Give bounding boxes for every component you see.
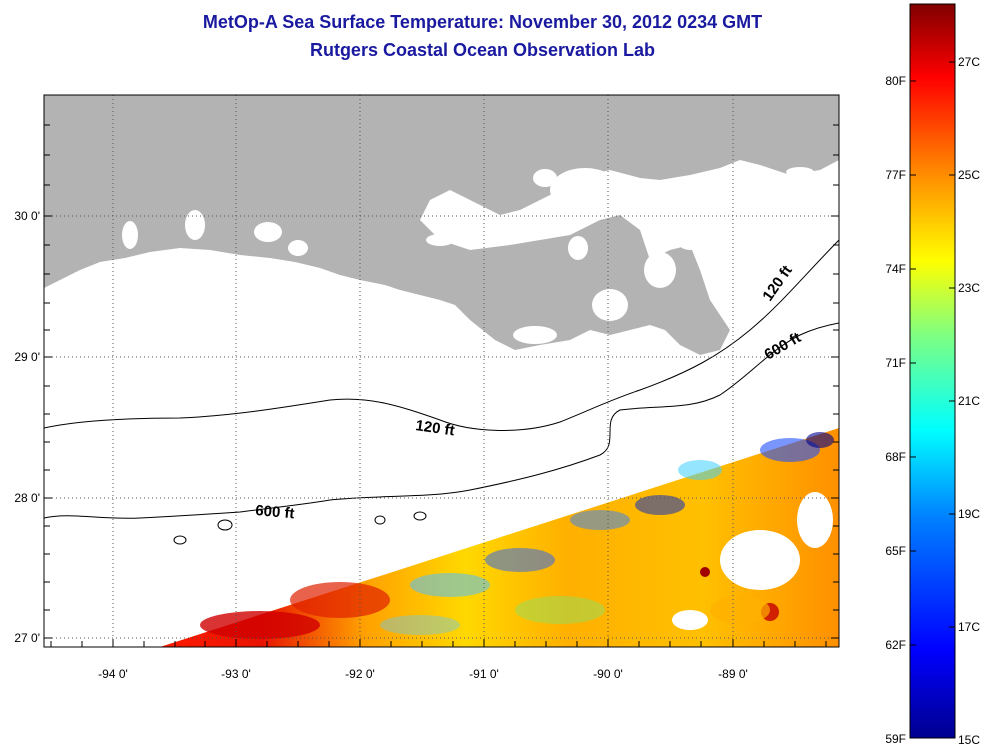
lon-label: -92 0' — [345, 667, 375, 681]
colorbar-gradient — [909, 3, 956, 739]
lat-label: 28 0' — [14, 491, 40, 505]
lake — [426, 234, 454, 246]
contour-label-600ft: 600 ft — [255, 502, 296, 522]
colorbar-label-f: 80F — [885, 74, 906, 88]
map-frame — [43, 94, 840, 648]
lake — [254, 222, 282, 242]
lake — [122, 221, 138, 249]
lat-label: 27 0' — [14, 631, 40, 645]
graticule — [44, 95, 839, 647]
lon-label: -89 0' — [718, 667, 748, 681]
marsh — [592, 289, 628, 321]
lake — [786, 167, 814, 177]
marsh — [513, 326, 557, 344]
colorbar-label-f: 68F — [885, 450, 906, 464]
lake — [550, 168, 620, 212]
lake — [288, 240, 308, 256]
contour-120ft-west — [44, 239, 839, 431]
lake — [185, 210, 205, 240]
colorbar-ticks — [910, 61, 955, 646]
sst-swath-patches — [200, 432, 834, 639]
map-subtitle: Rutgers Coastal Ocean Observation Lab — [309, 40, 656, 60]
colorbar-label-c: 27C — [958, 55, 981, 69]
map-title: MetOp-A Sea Surface Temperature: Novembe… — [202, 12, 763, 32]
lon-label: -90 0' — [593, 667, 623, 681]
colorbar-label-f: 62F — [885, 638, 906, 652]
colorbar-label-c: 17C — [958, 620, 981, 634]
lake — [568, 236, 588, 260]
colorbar-label-f: 77F — [885, 168, 906, 182]
colorbar-label-f: 65F — [885, 544, 906, 558]
lon-label: -91 0' — [469, 667, 499, 681]
contour-label-120ft: 120 ft — [414, 417, 455, 439]
colorbar-label-c: 25C — [958, 168, 981, 182]
colorbar-label-c: 19C — [958, 507, 981, 521]
contour-600ft-west — [44, 322, 839, 519]
frame-ticks — [44, 124, 839, 647]
land-mass — [44, 95, 839, 355]
colorbar-label-c: 15C — [958, 733, 981, 747]
lake — [533, 169, 557, 187]
colorbar-label-c: 21C — [958, 394, 981, 408]
lon-label: -93 0' — [221, 667, 251, 681]
marsh — [644, 252, 676, 288]
lat-label: 29 0' — [14, 350, 40, 364]
lat-label: 30 0' — [14, 209, 40, 223]
colorbar-label-f: 74F — [885, 262, 906, 276]
colorbar-label-f: 71F — [885, 356, 906, 370]
colorbar-label-c: 23C — [958, 281, 981, 295]
marsh — [670, 200, 710, 250]
colorbar-label-f: 59F — [885, 732, 906, 746]
lon-label: -94 0' — [98, 667, 128, 681]
